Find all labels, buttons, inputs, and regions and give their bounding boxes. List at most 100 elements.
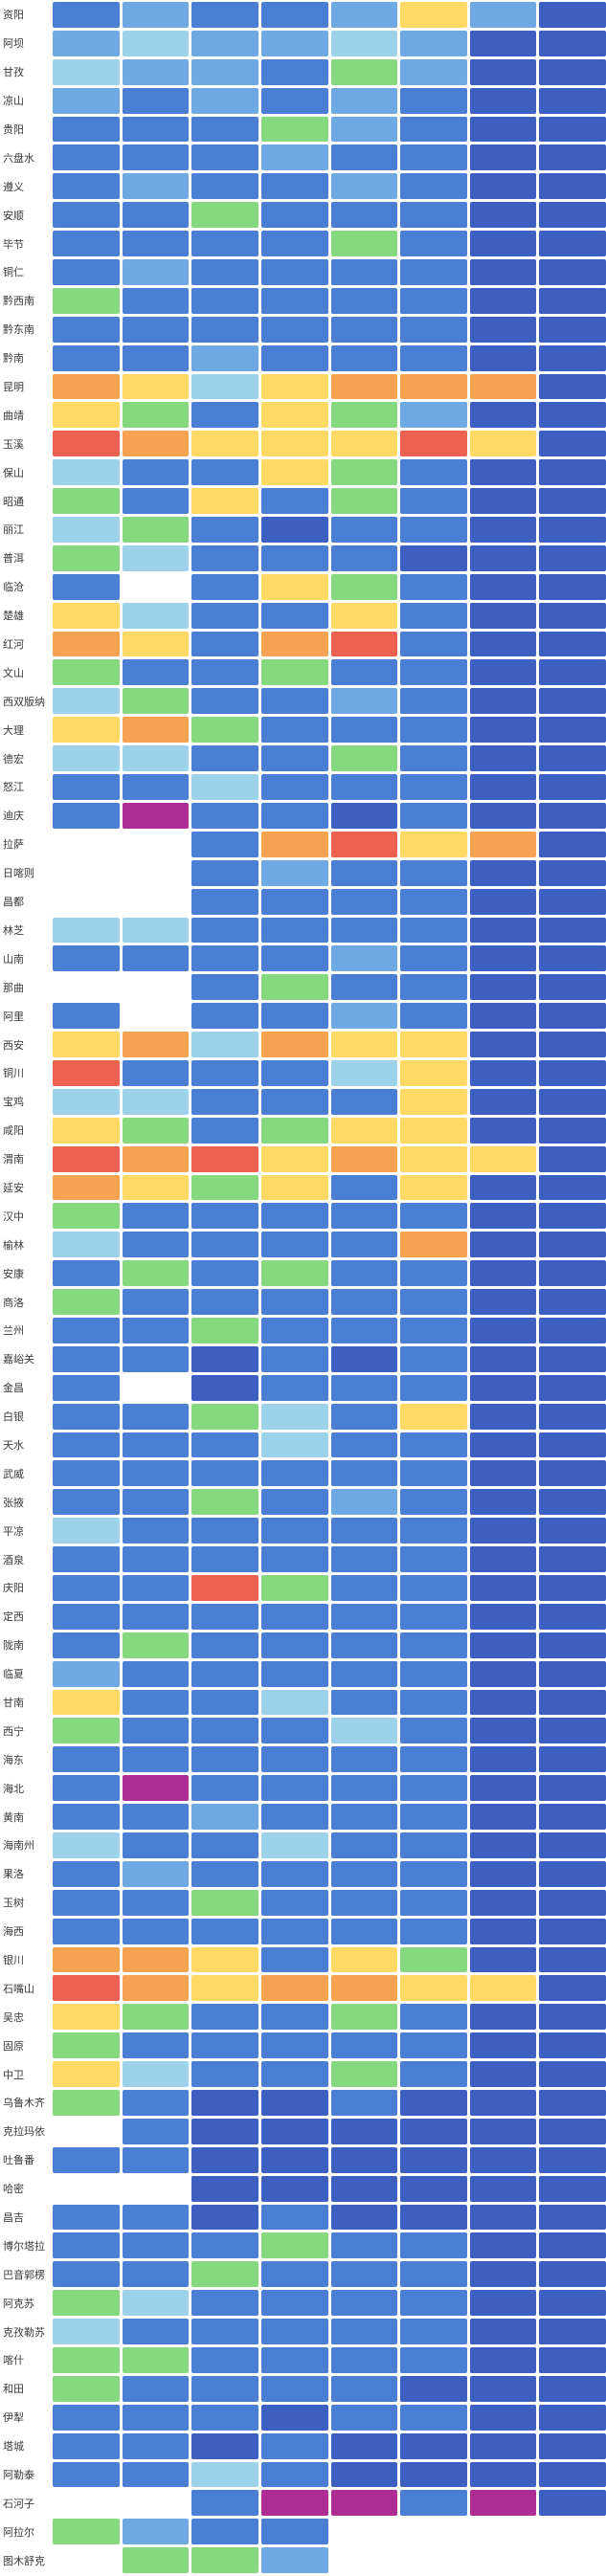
heatmap-cell[interactable] (330, 1345, 398, 1372)
heatmap-cell[interactable] (260, 2490, 328, 2517)
heatmap-cell[interactable] (330, 1145, 398, 1172)
heatmap-cell[interactable] (400, 459, 467, 486)
heatmap-cell[interactable] (53, 1689, 120, 1716)
heatmap-cell[interactable] (539, 745, 606, 772)
heatmap-cell[interactable] (122, 1603, 190, 1630)
heatmap-cell[interactable] (122, 2, 190, 28)
heatmap-cell[interactable] (53, 316, 120, 343)
heatmap-cell[interactable] (191, 945, 258, 972)
heatmap-cell[interactable] (400, 373, 467, 400)
heatmap-cell[interactable] (400, 2032, 467, 2059)
heatmap-cell[interactable] (539, 173, 606, 200)
heatmap-cell[interactable] (260, 1059, 328, 1086)
heatmap-cell[interactable] (53, 2432, 120, 2459)
heatmap-cell[interactable] (53, 1117, 120, 1144)
heatmap-cell[interactable] (469, 1718, 537, 1744)
heatmap-cell[interactable] (53, 573, 120, 600)
heatmap-cell[interactable] (191, 2118, 258, 2144)
heatmap-cell[interactable] (191, 1689, 258, 1716)
heatmap-cell[interactable] (539, 1403, 606, 1430)
heatmap-cell[interactable] (400, 774, 467, 800)
heatmap-cell[interactable] (330, 2375, 398, 2402)
heatmap-cell[interactable] (330, 2090, 398, 2116)
heatmap-cell[interactable] (330, 631, 398, 657)
heatmap-cell[interactable] (400, 2204, 467, 2231)
heatmap-cell[interactable] (469, 1289, 537, 1315)
heatmap-cell[interactable] (191, 2319, 258, 2345)
heatmap-cell[interactable] (53, 2519, 120, 2545)
heatmap-cell[interactable] (122, 2461, 190, 2488)
heatmap-cell[interactable] (330, 1374, 398, 1401)
heatmap-cell[interactable] (400, 173, 467, 200)
heatmap-cell[interactable] (53, 1345, 120, 1372)
heatmap-cell[interactable] (122, 373, 190, 400)
heatmap-cell[interactable] (539, 1518, 606, 1544)
heatmap-cell[interactable] (122, 1689, 190, 1716)
heatmap-cell[interactable] (260, 488, 328, 515)
heatmap-cell[interactable] (260, 717, 328, 744)
heatmap-cell[interactable] (260, 1660, 328, 1687)
heatmap-cell[interactable] (53, 2204, 120, 2231)
heatmap-cell[interactable] (330, 2290, 398, 2317)
heatmap-cell[interactable] (400, 1603, 467, 1630)
heatmap-cell[interactable] (400, 1804, 467, 1830)
heatmap-cell[interactable] (191, 1746, 258, 1773)
heatmap-cell[interactable] (330, 259, 398, 285)
heatmap-cell[interactable] (260, 2547, 328, 2574)
heatmap-cell[interactable] (469, 373, 537, 400)
heatmap-cell[interactable] (469, 1775, 537, 1802)
heatmap-cell[interactable] (260, 1832, 328, 1858)
heatmap-cell[interactable] (260, 1145, 328, 1172)
heatmap-cell[interactable] (539, 602, 606, 629)
heatmap-cell[interactable] (400, 2490, 467, 2517)
heatmap-cell[interactable] (330, 774, 398, 800)
heatmap-cell[interactable] (469, 2061, 537, 2088)
heatmap-cell[interactable] (122, 1345, 190, 1372)
heatmap-cell[interactable] (191, 2232, 258, 2259)
heatmap-cell[interactable] (469, 1460, 537, 1487)
heatmap-cell[interactable] (400, 2290, 467, 2317)
heatmap-cell[interactable] (191, 573, 258, 600)
heatmap-cell[interactable] (400, 1918, 467, 1944)
heatmap-cell[interactable] (191, 1374, 258, 1401)
heatmap-cell[interactable] (53, 1203, 120, 1230)
heatmap-cell[interactable] (539, 859, 606, 886)
heatmap-cell[interactable] (539, 1088, 606, 1115)
heatmap-cell[interactable] (400, 1403, 467, 1430)
heatmap-cell[interactable] (53, 87, 120, 114)
heatmap-cell[interactable] (469, 1889, 537, 1916)
heatmap-cell[interactable] (53, 1174, 120, 1201)
heatmap-cell[interactable] (400, 144, 467, 171)
heatmap-cell[interactable] (330, 1460, 398, 1487)
heatmap-cell[interactable] (191, 717, 258, 744)
heatmap-cell[interactable] (122, 1232, 190, 1258)
heatmap-cell[interactable] (539, 2146, 606, 2173)
heatmap-cell[interactable] (330, 373, 398, 400)
heatmap-cell[interactable] (122, 1203, 190, 1230)
heatmap-cell[interactable] (330, 1088, 398, 1115)
heatmap-cell[interactable] (191, 2490, 258, 2517)
heatmap-cell[interactable] (330, 544, 398, 571)
heatmap-cell[interactable] (400, 2004, 467, 2031)
heatmap-cell[interactable] (122, 631, 190, 657)
heatmap-cell[interactable] (469, 259, 537, 285)
heatmap-cell[interactable] (400, 1117, 467, 1144)
heatmap-cell[interactable] (260, 2432, 328, 2459)
heatmap-cell[interactable] (53, 1003, 120, 1030)
heatmap-cell[interactable] (539, 402, 606, 429)
heatmap-cell[interactable] (400, 1460, 467, 1487)
heatmap-cell[interactable] (539, 1374, 606, 1401)
heatmap-cell[interactable] (122, 2004, 190, 2031)
heatmap-cell[interactable] (400, 1518, 467, 1544)
heatmap-cell[interactable] (469, 945, 537, 972)
heatmap-cell[interactable] (53, 1546, 120, 1572)
heatmap-cell[interactable] (53, 373, 120, 400)
heatmap-cell[interactable] (260, 544, 328, 571)
heatmap-cell[interactable] (539, 1489, 606, 1516)
heatmap-cell[interactable] (191, 1918, 258, 1944)
heatmap-cell[interactable] (122, 402, 190, 429)
heatmap-cell[interactable] (191, 173, 258, 200)
heatmap-cell[interactable] (191, 116, 258, 143)
heatmap-cell[interactable] (330, 1718, 398, 1744)
heatmap-cell[interactable] (400, 1260, 467, 1287)
